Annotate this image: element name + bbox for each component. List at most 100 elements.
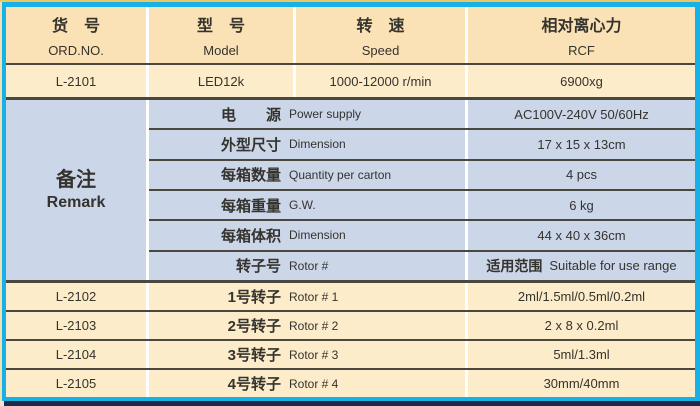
row-divider [6, 63, 695, 65]
rotor-label-cn: 4号转子 [227, 376, 281, 393]
bottom-navy-bar [4, 401, 700, 406]
header-rcf-cn: 相对离心力 [541, 18, 622, 35]
column-separator [465, 190, 468, 220]
remark-row-label: 外型尺寸 Dimension [149, 130, 465, 159]
table-row-rotor2: L-2103 2号转子 Rotor # 2 2 x 8 x 0.2ml [6, 312, 695, 339]
rotor-label: 4号转子 Rotor # 4 [149, 370, 465, 397]
remark-row-label-en: Dimension [289, 228, 346, 243]
remark-row-label-en: Dimension [289, 137, 346, 152]
rotor-label-en: Rotor # 3 [289, 347, 339, 362]
product-ordno: L-2101 [6, 65, 146, 97]
remark-row-label-cn: 电 源 [220, 106, 281, 124]
rotor-label: 3号转子 Rotor # 3 [149, 341, 465, 368]
product-rcf: 6900xg [468, 65, 695, 97]
header-speed: 转 速 Speed [296, 7, 465, 63]
remark-row-label: 每箱重量 G.W. [149, 190, 465, 220]
rotor-value: 5ml/1.3ml [468, 341, 695, 368]
column-separator [146, 100, 149, 280]
left-page-edge [0, 2, 2, 406]
header-model-cn: 型 号 [196, 18, 245, 35]
table-header-row: 货 号 ORD.NO. 型 号 Model 转 速 Speed 相对离心力 RC… [6, 7, 695, 63]
column-separator [465, 251, 468, 280]
column-separator [465, 130, 468, 159]
remark-row-value: 适用范围 Suitable for use range [468, 251, 695, 280]
rotor-label-cn: 2号转子 [227, 318, 281, 335]
column-separator [465, 341, 468, 368]
column-separator [146, 7, 149, 63]
row-divider [6, 368, 695, 370]
remark-row-volume: 每箱体积 Dimension 44 x 40 x 36cm [149, 219, 695, 250]
rotor-value: 2 x 8 x 0.2ml [468, 312, 695, 339]
header-speed-cn: 转 速 [356, 18, 405, 35]
rotor-label-cn: 3号转子 [227, 347, 281, 364]
remark-row-weight: 每箱重量 G.W. 6 kg [149, 188, 695, 220]
header-ordno: 货 号 ORD.NO. [6, 7, 146, 63]
remark-row-label-cn: 外型尺寸 [220, 136, 281, 154]
remark-row-label: 电 源 Power supply [149, 100, 465, 129]
remark-section: 备注 Remark 电 源 Power supply AC100V-240V 5… [6, 100, 695, 280]
remark-label-cell: 备注 Remark [6, 100, 146, 280]
rotor-value: 2ml/1.5ml/0.5ml/0.2ml [468, 283, 695, 310]
header-ordno-en: ORD.NO. [48, 43, 104, 58]
section-divider [6, 280, 695, 283]
spec-table: 货 号 ORD.NO. 型 号 Model 转 速 Speed 相对离心力 RC… [6, 7, 695, 397]
remark-row-value: AC100V-240V 50/60Hz [468, 100, 695, 129]
product-speed: 1000-12000 r/min [296, 65, 465, 97]
header-model: 型 号 Model [149, 7, 293, 63]
rotor-label: 2号转子 Rotor # 2 [149, 312, 465, 339]
column-separator [465, 160, 468, 189]
table-row-product: L-2101 LED12k 1000-12000 r/min 6900xg [6, 65, 695, 97]
rotor-label-en: Rotor # 2 [289, 318, 339, 333]
rotor-label: 1号转子 Rotor # 1 [149, 283, 465, 310]
header-ordno-cn: 货 号 [51, 18, 100, 35]
remark-row-value-en: Suitable for use range [549, 258, 677, 274]
remark-row-value-cn: 适用范围 [486, 257, 543, 274]
section-divider [6, 97, 695, 100]
product-model: LED12k [149, 65, 293, 97]
remark-row-value: 6 kg [468, 190, 695, 220]
remark-row-label-en: Power supply [289, 107, 362, 122]
rotor-ordno: L-2104 [6, 341, 146, 368]
rotor-label-en: Rotor # 4 [289, 376, 339, 391]
remark-row-label-cn: 每箱重量 [220, 197, 281, 215]
remark-row-label-cn: 转子号 [235, 258, 281, 276]
header-speed-en: Speed [361, 43, 400, 58]
header-model-en: Model [203, 43, 239, 58]
row-divider [6, 339, 695, 341]
remark-row-label: 每箱体积 Dimension [149, 221, 465, 250]
remark-row-label-cn: 每箱体积 [220, 227, 281, 245]
remark-row-rotor: 转子号 Rotor # 适用范围 Suitable for use range [149, 249, 695, 280]
bottom-left-corner [0, 401, 4, 406]
column-separator [146, 341, 149, 368]
rotor-value: 30mm/40mm [468, 370, 695, 397]
column-separator [465, 221, 468, 250]
remark-row-dimension: 外型尺寸 Dimension 17 x 15 x 13cm [149, 128, 695, 159]
column-separator [146, 312, 149, 339]
remark-rows: 电 源 Power supply AC100V-240V 50/60Hz 外型尺… [149, 100, 695, 280]
rotor-ordno: L-2103 [6, 312, 146, 339]
remark-row-power: 电 源 Power supply AC100V-240V 50/60Hz [149, 100, 695, 129]
remark-row-quantity: 每箱数量 Quantity per carton 4 pcs [149, 158, 695, 189]
remark-label-cn: 备注 [56, 168, 96, 191]
rotor-ordno: L-2105 [6, 370, 146, 397]
remark-row-value: 17 x 15 x 13cm [468, 130, 695, 159]
table-row-rotor1: L-2102 1号转子 Rotor # 1 2ml/1.5ml/0.5ml/0.… [6, 283, 695, 310]
top-gold-strip [0, 0, 700, 2]
column-separator [465, 100, 468, 129]
remark-row-label: 每箱数量 Quantity per carton [149, 160, 465, 189]
column-separator [465, 283, 468, 310]
rotor-ordno: L-2102 [6, 283, 146, 310]
column-separator [146, 370, 149, 397]
rotor-label-en: Rotor # 1 [289, 289, 339, 304]
column-separator [465, 312, 468, 339]
row-divider [6, 310, 695, 312]
remark-row-label-cn: 每箱数量 [220, 167, 281, 185]
rotor-label-cn: 1号转子 [227, 289, 281, 306]
column-separator [146, 283, 149, 310]
header-rcf-en: RCF [568, 43, 595, 58]
column-separator [146, 65, 149, 97]
remark-row-label-en: Rotor # [289, 258, 329, 273]
table-row-rotor4: L-2105 4号转子 Rotor # 4 30mm/40mm [6, 370, 695, 397]
remark-row-value: 44 x 40 x 36cm [468, 221, 695, 250]
